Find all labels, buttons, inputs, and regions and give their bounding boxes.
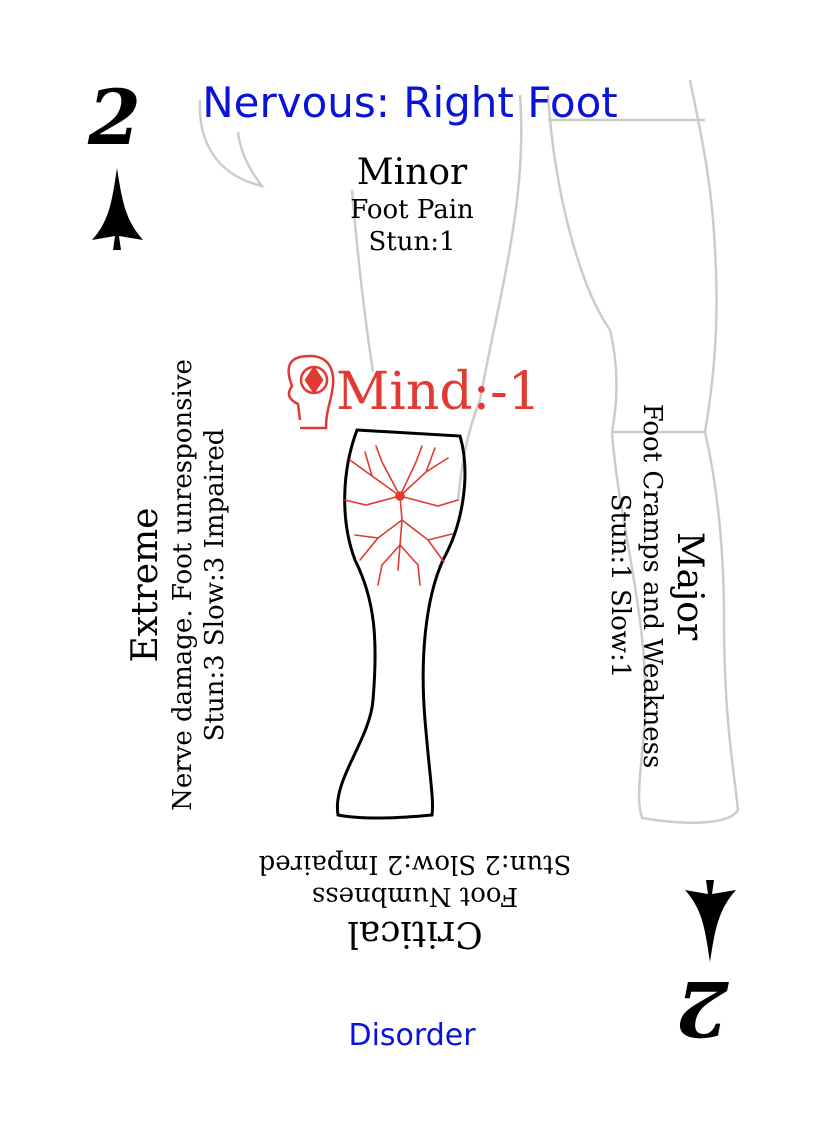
minor-stats: Stun:1 [368,227,456,257]
critical-stats: Stun:2 Slow:2 Impaired [258,849,572,879]
extreme-effect: Nerve damage. Foot unresponsive [168,359,198,811]
critical-effect: Foot Numbness [311,881,519,911]
major-stats: Stun:1 Slow:1 [605,493,635,679]
spade-blade-icon-bottom [685,880,736,962]
major-effect: Foot Cramps and Weakness [637,403,667,769]
tier-critical: Critical Foot Numbness Stun:2 Slow:2 Imp… [190,848,640,954]
spade-blade-icon-top [92,168,143,250]
tier-extreme: Extreme Nerve damage. Foot unresponsive … [125,235,230,935]
critical-tier: Critical [347,913,483,954]
leg-outline [335,428,467,820]
card-title: Nervous: Right Foot [202,78,618,127]
minor-tier: Minor [356,152,468,193]
mind-modifier: Mind:-1 [336,362,541,422]
rank-top-left: 2 [88,73,141,162]
major-tier: Major [669,531,710,641]
mind-head-icon [287,354,335,430]
minor-effect: Foot Pain [350,195,474,225]
tier-minor: Minor Foot Pain Stun:1 [262,152,562,258]
tier-major: Major Foot Cramps and Weakness Stun:1 Sl… [605,306,710,866]
extreme-tier: Extreme [125,507,166,663]
nerve-icon [344,445,459,586]
extreme-stats: Stun:3 Slow:3 Impaired [200,428,230,742]
card-category: Disorder [348,1018,476,1053]
rank-bottom-right: 2 [675,964,729,1053]
